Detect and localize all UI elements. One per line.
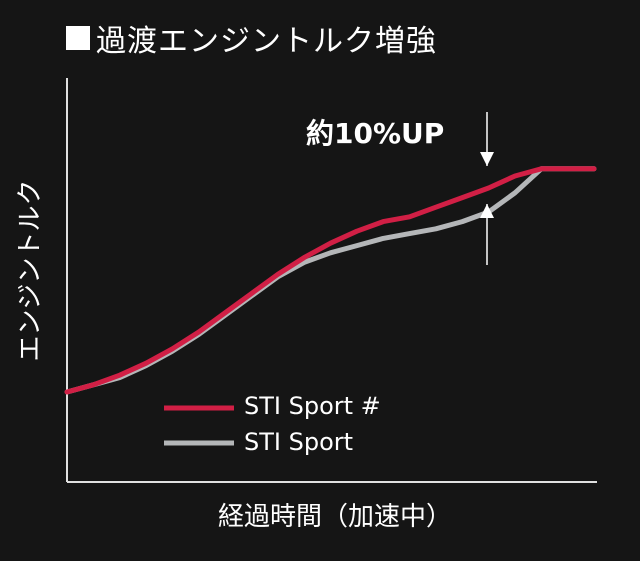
title-square-icon (66, 26, 90, 50)
legend-label-sti-sport: STI Sport (244, 428, 354, 456)
chart-title-text: 過渡エンジントルク増強 (96, 24, 437, 59)
chart-title: 過渡エンジントルク増強 (66, 16, 437, 60)
series-line-sti-sport-sharp (64, 166, 597, 395)
annotation-down-arrow-icon (480, 152, 494, 166)
y-axis-label: エンジントルク (15, 178, 46, 362)
annotation-up-arrow-icon (480, 204, 494, 218)
y-axis-label-wrap: エンジントルク (8, 170, 48, 370)
legend (164, 405, 234, 446)
annotation-arrows (480, 112, 494, 265)
annotation-label: 約10%UP (306, 117, 445, 150)
series-line-sti-sport (64, 166, 597, 395)
series-layer (64, 166, 597, 395)
x-axis-label: 経過時間（加速中） (217, 502, 452, 532)
legend-label-sti-sport-sharp: STI Sport # (244, 392, 381, 420)
